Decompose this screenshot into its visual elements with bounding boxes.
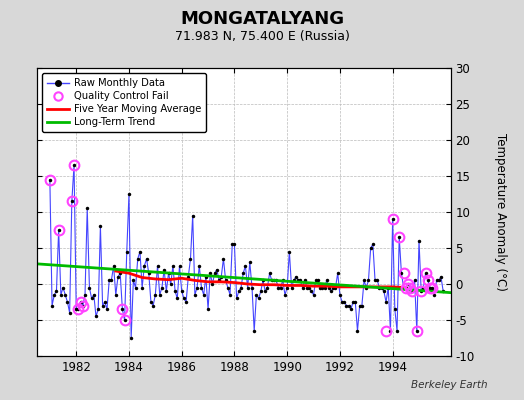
Y-axis label: Temperature Anomaly (°C): Temperature Anomaly (°C) [494,133,507,291]
Text: Berkeley Earth: Berkeley Earth [411,380,487,390]
Text: MONGATALYANG: MONGATALYANG [180,10,344,28]
Legend: Raw Monthly Data, Quality Control Fail, Five Year Moving Average, Long-Term Tren: Raw Monthly Data, Quality Control Fail, … [42,73,206,132]
Text: 71.983 N, 75.400 E (Russia): 71.983 N, 75.400 E (Russia) [174,30,350,43]
